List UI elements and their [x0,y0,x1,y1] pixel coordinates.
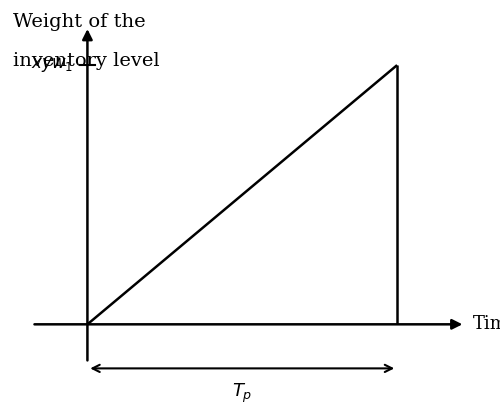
Text: Time: Time [473,315,500,333]
Text: $xyw_1$: $xyw_1$ [32,56,74,74]
Text: inventory level: inventory level [13,52,160,70]
Text: $T_p$: $T_p$ [232,382,252,405]
Text: Weight of the: Weight of the [13,13,145,31]
